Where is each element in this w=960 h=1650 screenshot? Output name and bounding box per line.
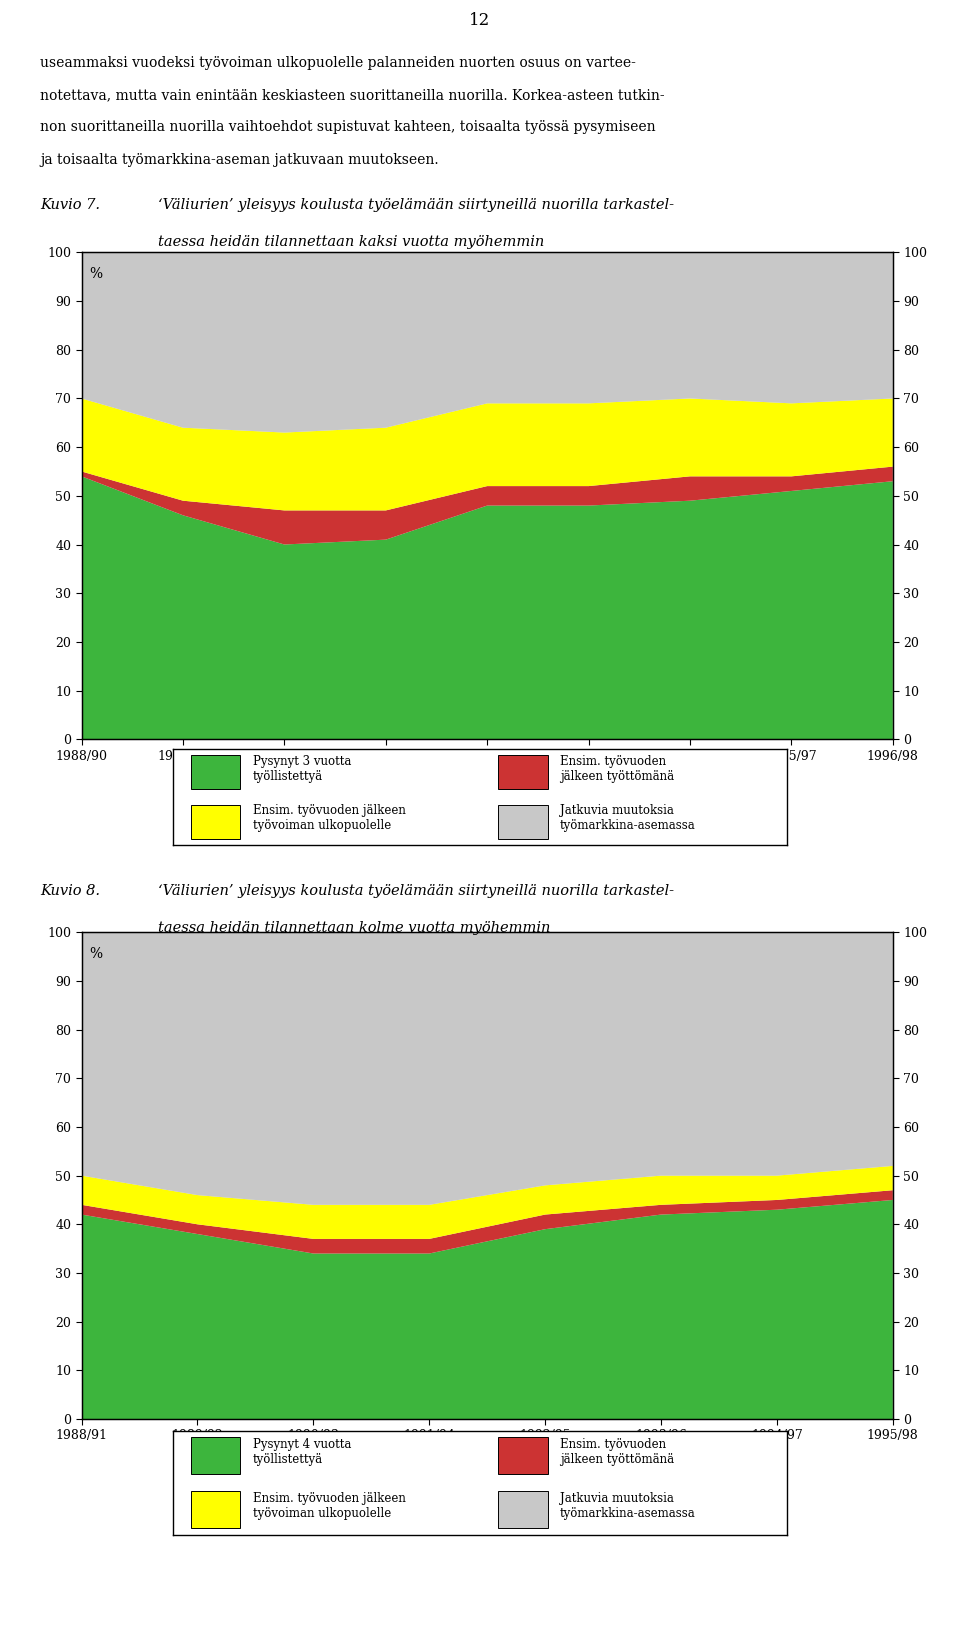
Text: ‘Väliurien’ yleisyys koulusta työelämään siirtyneillä nuorilla tarkastel-: ‘Väliurien’ yleisyys koulusta työelämään… <box>158 884 675 898</box>
Text: Kuvio 7.: Kuvio 7. <box>40 198 100 211</box>
Bar <box>498 1437 547 1473</box>
Text: non suorittaneilla nuorilla vaihtoehdot supistuvat kahteen, toisaalta työssä pys: non suorittaneilla nuorilla vaihtoehdot … <box>40 120 656 134</box>
Bar <box>191 805 240 838</box>
Text: Ensim. työvuoden
jälkeen työttömänä: Ensim. työvuoden jälkeen työttömänä <box>560 754 674 782</box>
Text: Pysynyt 4 vuotta
työllistettyä: Pysynyt 4 vuotta työllistettyä <box>252 1437 351 1465</box>
Bar <box>191 1437 240 1473</box>
Text: taessa heidän tilannettaan kolme vuotta myöhemmin: taessa heidän tilannettaan kolme vuotta … <box>158 921 551 936</box>
Text: Pysynyt 3 vuotta
työllistettyä: Pysynyt 3 vuotta työllistettyä <box>252 754 351 782</box>
Bar <box>498 805 547 838</box>
Text: ja toisaalta työmarkkina-aseman jatkuvaan muutokseen.: ja toisaalta työmarkkina-aseman jatkuvaa… <box>40 153 439 167</box>
Bar <box>191 1492 240 1528</box>
Text: %: % <box>89 947 103 960</box>
Text: useammaksi vuodeksi työvoiman ulkopuolelle palanneiden nuorten osuus on vartee-: useammaksi vuodeksi työvoiman ulkopuolel… <box>40 56 636 69</box>
Text: Ensim. työvuoden
jälkeen työttömänä: Ensim. työvuoden jälkeen työttömänä <box>560 1437 674 1465</box>
Bar <box>498 1492 547 1528</box>
Text: Ensim. työvuoden jälkeen
työvoiman ulkopuolelle: Ensim. työvuoden jälkeen työvoiman ulkop… <box>252 805 405 833</box>
Text: Ensim. työvuoden jälkeen
työvoiman ulkopuolelle: Ensim. työvuoden jälkeen työvoiman ulkop… <box>252 1492 405 1520</box>
Text: Jatkuvia muutoksia
työmarkkina-asemassa: Jatkuvia muutoksia työmarkkina-asemassa <box>560 1492 696 1520</box>
Text: Jatkuvia muutoksia
työmarkkina-asemassa: Jatkuvia muutoksia työmarkkina-asemassa <box>560 805 696 833</box>
Text: notettava, mutta vain enintään keskiasteen suorittaneilla nuorilla. Korkea-astee: notettava, mutta vain enintään keskiaste… <box>40 89 665 102</box>
Text: %: % <box>89 267 103 280</box>
Bar <box>498 756 547 789</box>
Bar <box>191 756 240 789</box>
Text: taessa heidän tilannettaan kaksi vuotta myöhemmin: taessa heidän tilannettaan kaksi vuotta … <box>158 234 544 249</box>
Text: 12: 12 <box>469 12 491 30</box>
Text: ‘Väliurien’ yleisyys koulusta työelämään siirtyneillä nuorilla tarkastel-: ‘Väliurien’ yleisyys koulusta työelämään… <box>158 198 675 211</box>
Text: Kuvio 8.: Kuvio 8. <box>40 884 100 898</box>
